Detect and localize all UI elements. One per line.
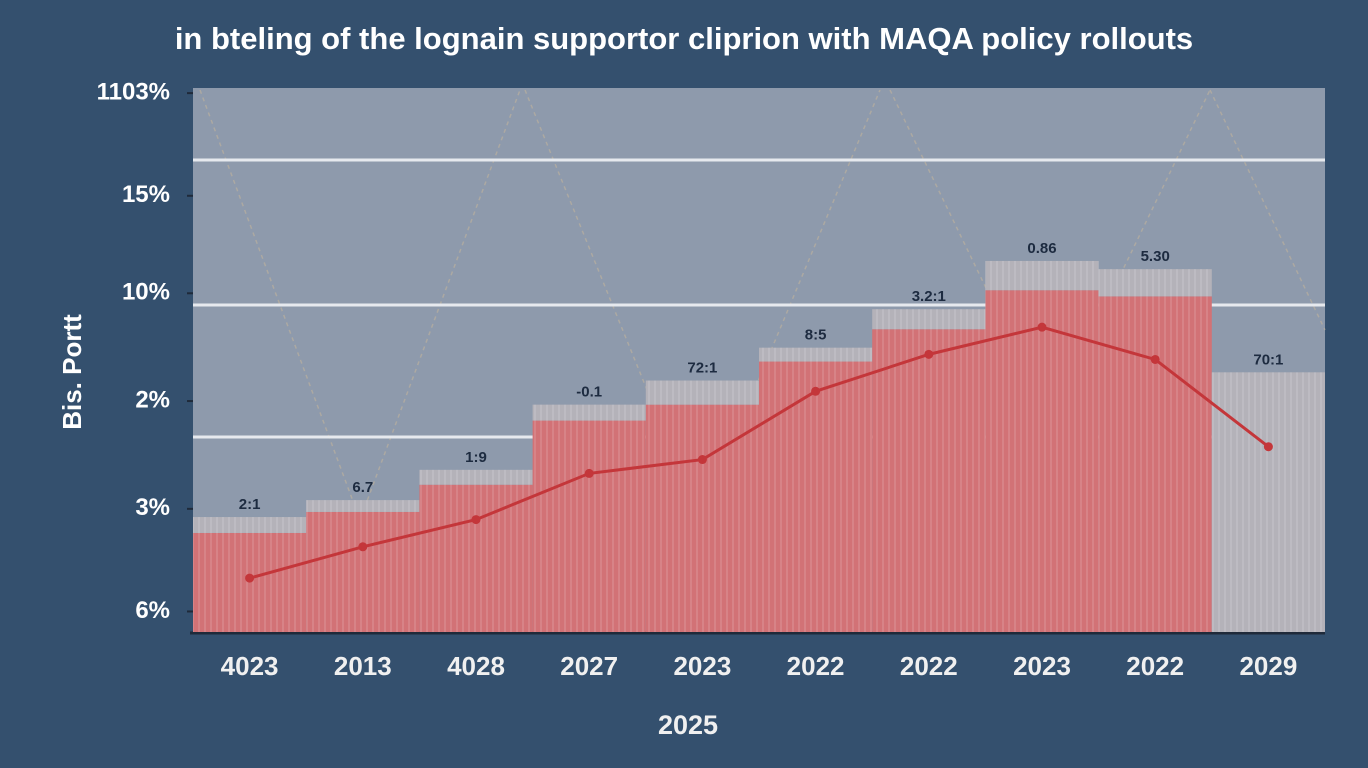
x-tick-label: 2029 xyxy=(1239,651,1297,681)
bar-texture xyxy=(1211,372,1325,632)
y-tick-label: 6% xyxy=(135,597,170,624)
x-tick-label: 4023 xyxy=(221,651,279,681)
x-tick-label: 2013 xyxy=(334,651,392,681)
x-tick-label: 2022 xyxy=(787,651,845,681)
trend-point xyxy=(1037,322,1047,332)
bar-texture xyxy=(1098,269,1212,297)
trend-point xyxy=(358,542,368,552)
trend-line xyxy=(249,325,1270,580)
bar-texture xyxy=(645,404,759,632)
trend-point xyxy=(584,468,594,478)
x-tick-label: 2022 xyxy=(900,651,958,681)
bar-texture xyxy=(306,500,420,512)
data-label: 8:5 xyxy=(805,327,827,344)
trend-point xyxy=(811,386,821,396)
bar-texture xyxy=(645,380,759,405)
x-tick-label: 4028 xyxy=(447,651,505,681)
data-label: 3.2:1 xyxy=(912,288,946,305)
y-tick-label: 10% xyxy=(122,279,170,306)
y-axis-title: Bis. Portt xyxy=(57,314,87,430)
bar-texture xyxy=(419,484,533,632)
bar-texture xyxy=(306,511,420,632)
trend-point xyxy=(1263,442,1273,452)
bar-texture xyxy=(759,361,873,632)
bar-texture xyxy=(419,469,533,485)
data-label: 72:1 xyxy=(687,359,717,376)
bar-texture xyxy=(985,290,1099,632)
data-label: 6.7 xyxy=(352,479,373,496)
x-axis-title: 2025 xyxy=(658,710,718,740)
bar-texture xyxy=(193,517,307,533)
trend-point xyxy=(697,455,707,465)
trend-point xyxy=(924,349,934,359)
data-label: 2:1 xyxy=(239,496,261,513)
trend-point xyxy=(1150,354,1160,364)
y-tick-label: 2% xyxy=(135,386,170,413)
bar-texture xyxy=(759,347,873,362)
bar-texture xyxy=(1098,296,1212,632)
data-label: 1:9 xyxy=(465,449,487,466)
bar-texture xyxy=(872,329,986,632)
bar-texture xyxy=(532,404,646,421)
bar-texture xyxy=(985,260,1099,291)
trend-point xyxy=(471,515,481,525)
x-tick-label: 2023 xyxy=(1013,651,1071,681)
y-tick-label: 15% xyxy=(122,181,170,208)
x-tick-label: 2022 xyxy=(1126,651,1184,681)
data-label: 5.30 xyxy=(1141,248,1170,265)
chart-title: in bteling of the lognain supportor clip… xyxy=(175,21,1193,56)
y-tick-label: 1103% xyxy=(97,78,170,105)
data-label: 70:1 xyxy=(1253,351,1283,368)
x-tick-label: 2027 xyxy=(560,651,618,681)
x-tick-label: 2023 xyxy=(673,651,731,681)
y-tick-label: 3% xyxy=(135,494,170,521)
data-label: -0.1 xyxy=(576,384,602,401)
data-label: 0.86 xyxy=(1027,240,1056,257)
bar-texture xyxy=(872,309,986,330)
bar-texture xyxy=(532,420,646,632)
trend-point xyxy=(245,573,255,583)
